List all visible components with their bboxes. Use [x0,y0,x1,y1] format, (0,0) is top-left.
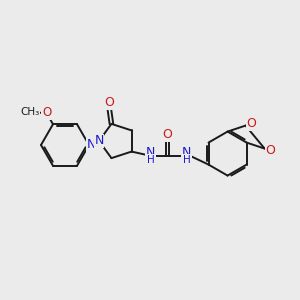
Text: O: O [247,117,256,130]
Text: N: N [94,134,104,148]
Text: N: N [146,146,155,159]
Text: O: O [163,128,172,141]
Text: O: O [266,144,276,157]
Text: N: N [86,139,96,152]
Text: H: H [147,154,154,165]
Text: H: H [183,154,190,165]
Text: O: O [42,106,51,119]
Text: O: O [104,96,114,110]
Text: N: N [182,146,191,159]
Text: CH₃: CH₃ [20,107,39,117]
